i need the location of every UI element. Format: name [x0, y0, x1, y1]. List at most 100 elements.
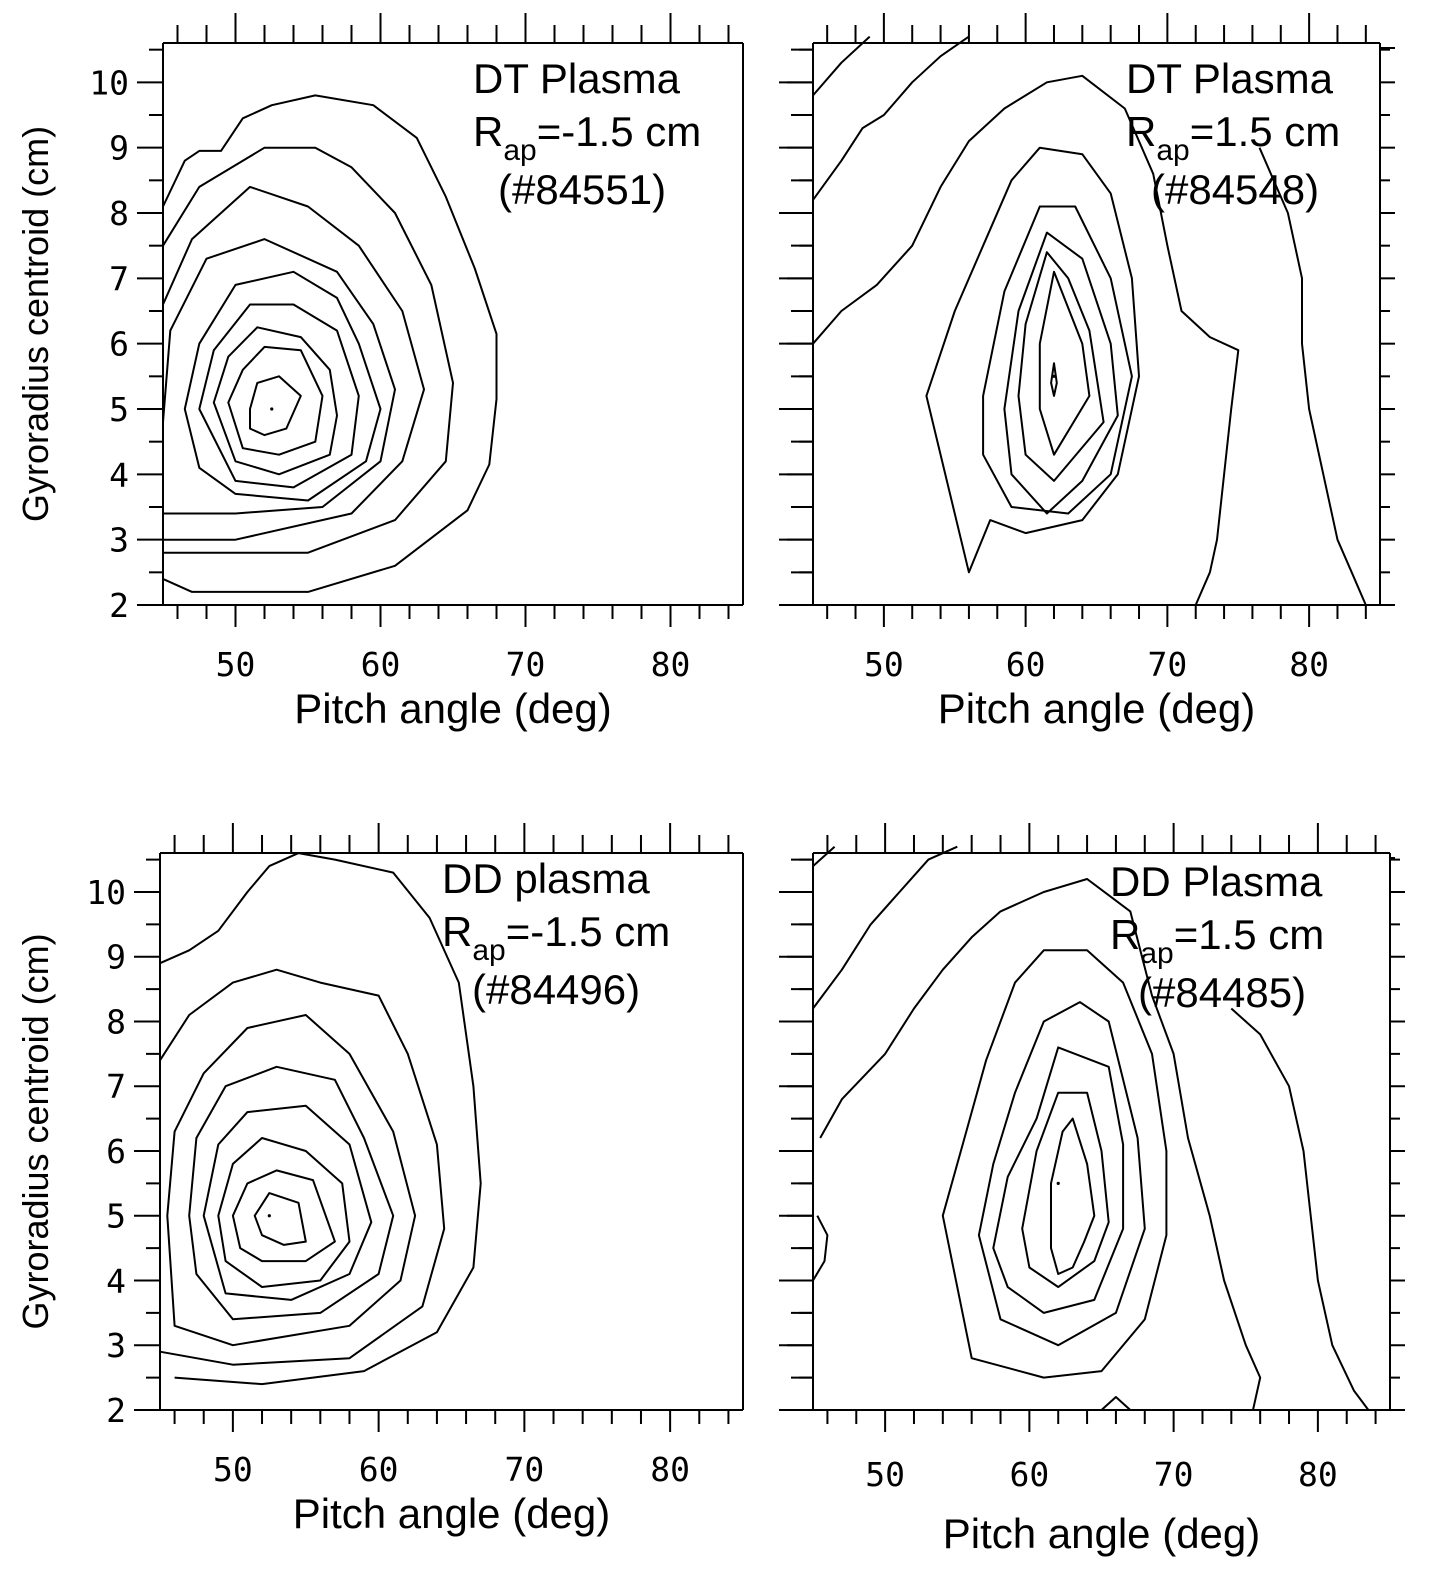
x-tick-label: 50 [216, 645, 256, 684]
radius-subscript: ap [1156, 134, 1189, 167]
contour-line [1050, 1117, 1096, 1275]
y-tick-label: 2 [106, 1391, 126, 1430]
contour-line [166, 1014, 417, 1347]
peak-marker [1052, 374, 1056, 378]
x-tick-label: 60 [361, 645, 401, 684]
x-tick-label: 50 [213, 1450, 253, 1489]
y-tick-label: 10 [86, 873, 126, 912]
contour-line [202, 1104, 373, 1301]
radius-symbol: R [473, 108, 503, 155]
y-tick-label: 4 [109, 455, 129, 494]
contour-line [992, 1046, 1125, 1314]
y-tick-label: 7 [109, 259, 129, 298]
contour-line [162, 146, 454, 554]
x-tick-label: 70 [505, 1450, 545, 1489]
contour-line [188, 1065, 395, 1321]
contour-line [982, 205, 1133, 515]
x-tick-label: 80 [651, 645, 691, 684]
chart-panel-bottom-left: 50 60 70 80 2 3 4 5 6 7 8 9 10 Pitch angle (deg) Gyror… [15, 823, 744, 1537]
y-tick-label: 8 [109, 194, 129, 233]
contour-line [162, 185, 425, 541]
radius-label: Rap=-1.5 cm [473, 108, 701, 167]
y-tick-label: 5 [106, 1197, 126, 1236]
radius-symbol: R [1110, 911, 1140, 958]
x-axis-label: Pitch angle (deg) [294, 685, 612, 732]
x-tick-label: 50 [865, 1455, 905, 1494]
y-tick-label: 6 [106, 1132, 126, 1171]
plasma-label: DD Plasma [1110, 858, 1323, 905]
y-axis-label: Gyroradius centroid (cm) [15, 933, 56, 1329]
contour-line [812, 1215, 829, 1282]
y-tick-label: 10 [89, 63, 129, 102]
y-tick-label: 9 [109, 129, 129, 168]
contour-line [1003, 231, 1119, 515]
contour-line [253, 1192, 307, 1246]
y-axis-label: Gyroradius centroid (cm) [15, 126, 56, 522]
x-axis-label: Pitch angle (deg) [943, 1510, 1261, 1557]
x-tick-label: 80 [1289, 645, 1329, 684]
contour-line [198, 303, 360, 489]
contour-line [1100, 1396, 1131, 1411]
radius-subscript: ap [503, 134, 536, 167]
plasma-label: DD plasma [442, 855, 650, 902]
contour-line [249, 375, 302, 437]
x-tick-label: 70 [1154, 1455, 1194, 1494]
radius-subscript: ap [472, 934, 505, 967]
peak-marker [267, 1214, 271, 1218]
contour-line [159, 852, 482, 1386]
shot-number-label: (#84496) [472, 966, 640, 1013]
contour-line [819, 878, 1262, 1411]
x-axis-label: Pitch angle (deg) [293, 1490, 611, 1537]
contour-line [812, 35, 871, 97]
contour-line [183, 270, 382, 502]
contour-line [812, 845, 836, 867]
y-tick-label: 4 [106, 1261, 126, 1300]
x-tick-label: 50 [864, 645, 904, 684]
chart-panel-bottom-right: 50 60 70 80 Pitch angle (deg) DD Plasma Rap=1.… [779, 823, 1405, 1557]
radius-value: =-1.5 cm [506, 908, 671, 955]
chart-panel-top-left: 50 60 70 80 2 3 4 5 6 7 8 9 10 Pitch angle (deg) Gyror… [15, 13, 744, 732]
contour-line [812, 845, 958, 1010]
peak-marker [1056, 1181, 1060, 1185]
contour-line [162, 94, 498, 593]
contour-line [162, 238, 396, 515]
x-tick-label: 70 [1148, 645, 1188, 684]
contour-line [159, 968, 446, 1366]
contour-line [231, 1169, 336, 1263]
contour-line [941, 949, 1168, 1379]
radius-label: Rap=1.5 cm [1126, 108, 1340, 167]
contour-line [1230, 1007, 1370, 1411]
radius-value: =1.5 cm [1174, 911, 1325, 958]
y-tick-label: 2 [109, 586, 129, 625]
contour-line [1050, 362, 1058, 397]
y-tick-label: 8 [106, 1002, 126, 1041]
shot-number-label: (#84485) [1138, 969, 1306, 1016]
radius-symbol: R [442, 908, 472, 955]
radius-label: Rap=-1.5 cm [442, 908, 670, 967]
shot-number-label: (#84551) [498, 166, 666, 213]
radius-symbol: R [1126, 108, 1156, 155]
contour-line [812, 35, 970, 201]
contour-line [212, 326, 338, 476]
peak-marker [270, 407, 274, 411]
contour-line [812, 74, 1240, 606]
contour-line [227, 345, 324, 456]
x-tick-label: 60 [1010, 1455, 1050, 1494]
radius-value: =-1.5 cm [537, 108, 702, 155]
contour-line [977, 1001, 1146, 1347]
y-tick-label: 6 [109, 325, 129, 364]
y-tick-label: 5 [109, 390, 129, 429]
radius-value: =1.5 cm [1190, 108, 1341, 155]
chart-panel-top-right: 50 60 70 80 Pitch angle (deg) DT Plasma Rap=1.… [779, 13, 1395, 732]
shot-number-label: (#84548) [1151, 166, 1319, 213]
x-tick-label: 80 [650, 1450, 690, 1489]
contour-line [1258, 147, 1367, 606]
contour-line [1017, 251, 1105, 482]
x-tick-label: 60 [1006, 645, 1046, 684]
radius-subscript: ap [1140, 937, 1173, 970]
contour-line [925, 146, 1140, 574]
contour-line [1021, 1091, 1110, 1288]
x-tick-label: 80 [1298, 1455, 1338, 1494]
plasma-label: DT Plasma [1126, 55, 1334, 102]
